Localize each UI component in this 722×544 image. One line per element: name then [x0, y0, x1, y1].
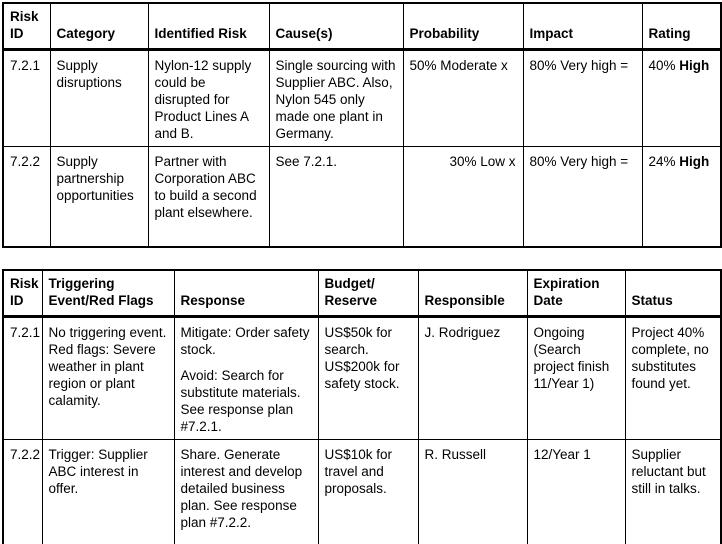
cell-rating: 24% High [641, 146, 722, 247]
cell-triggering-event: Trigger: Supplier ABC interest in offer. [41, 438, 175, 544]
cell-expiration-date: 12/Year 1 [526, 438, 626, 544]
cell-causes: See 7.2.1. [268, 146, 404, 247]
cell-responsible: R. Russell [417, 438, 528, 544]
cell-probability: 30% Low x [402, 146, 524, 247]
rating-percent: 24% [648, 154, 680, 169]
header-impact: Impact [522, 2, 643, 51]
cell-identified-risk: Nylon-12 supply could be disrupted for P… [147, 49, 270, 147]
header-probability: Probability [402, 2, 524, 51]
cell-probability: 50% Moderate x [402, 49, 524, 147]
cell-triggering-event: No triggering event. Red flags: Severe w… [41, 315, 175, 440]
response-paragraph: Share. Generate interest and develop det… [180, 446, 303, 530]
header-expiration-date: Expiration Date [526, 269, 626, 318]
rating-level: High [679, 154, 710, 169]
cell-expiration-date: Ongoing (Search project finish 11/Year 1… [526, 315, 626, 440]
rating-percent: 40% [648, 58, 680, 73]
cell-budget-reserve: US$50k for search. US$200k for safety st… [317, 315, 419, 440]
header-causes: Cause(s) [268, 2, 404, 51]
header-status: Status [624, 269, 722, 318]
header-response: Response [173, 269, 319, 318]
response-paragraph: Mitigate: Order safety stock. [180, 324, 310, 357]
cell-category: Supply disruptions [49, 49, 149, 147]
cell-response: Share. Generate interest and develop det… [173, 438, 319, 544]
table-row: 7.2.1 Supply disruptions Nylon-12 supply… [2, 49, 722, 147]
header-budget-reserve: Budget/ Reserve [317, 269, 419, 318]
cell-responsible: J. Rodriguez [417, 315, 528, 440]
header-responsible: Responsible [417, 269, 528, 318]
header-identified-risk: Identified Risk [147, 2, 270, 51]
cell-rating: 40% High [641, 49, 722, 147]
cell-status: Project 40% complete, no substitutes fou… [624, 315, 722, 440]
risk-response-table: Risk ID Triggering Event/Red Flags Respo… [2, 268, 722, 544]
header-row: Risk ID Category Identified Risk Cause(s… [2, 2, 722, 51]
cell-category: Supply partnership opportunities [49, 146, 149, 247]
table-gap [2, 248, 720, 269]
cell-identified-risk: Partner with Corporation ABC to build a … [147, 146, 270, 247]
rating-level: High [679, 58, 710, 73]
header-category: Category [49, 2, 149, 51]
cell-impact: 80% Very high = [522, 146, 643, 247]
table-row: 7.2.2 Supply partnership opportunities P… [2, 146, 722, 247]
cell-causes: Single sourcing with Supplier ABC. Also,… [268, 49, 404, 147]
cell-budget-reserve: US$10k for travel and proposals. [317, 438, 419, 544]
cell-risk-id: 7.2.1 [2, 49, 51, 147]
header-row: Risk ID Triggering Event/Red Flags Respo… [2, 269, 722, 318]
cell-risk-id: 7.2.2 [2, 438, 43, 544]
header-risk-id: Risk ID [2, 269, 43, 318]
table-row: 7.2.2 Trigger: Supplier ABC interest in … [2, 438, 722, 544]
response-paragraph: Avoid: Search for substitute materials. … [180, 367, 301, 434]
cell-impact: 80% Very high = [522, 49, 643, 147]
header-risk-id: Risk ID [2, 2, 51, 51]
cell-risk-id: 7.2.2 [2, 146, 51, 247]
cell-status: Supplier reluctant but still in talks. [624, 438, 722, 544]
cell-response: Mitigate: Order safety stock. Avoid: Sea… [173, 315, 319, 440]
header-triggering-event: Triggering Event/Red Flags [41, 269, 175, 318]
table-row: 7.2.1 No triggering event. Red flags: Se… [2, 315, 722, 440]
cell-risk-id: 7.2.1 [2, 315, 43, 440]
risk-assessment-table: Risk ID Category Identified Risk Cause(s… [2, 2, 722, 248]
header-rating: Rating [641, 2, 722, 51]
